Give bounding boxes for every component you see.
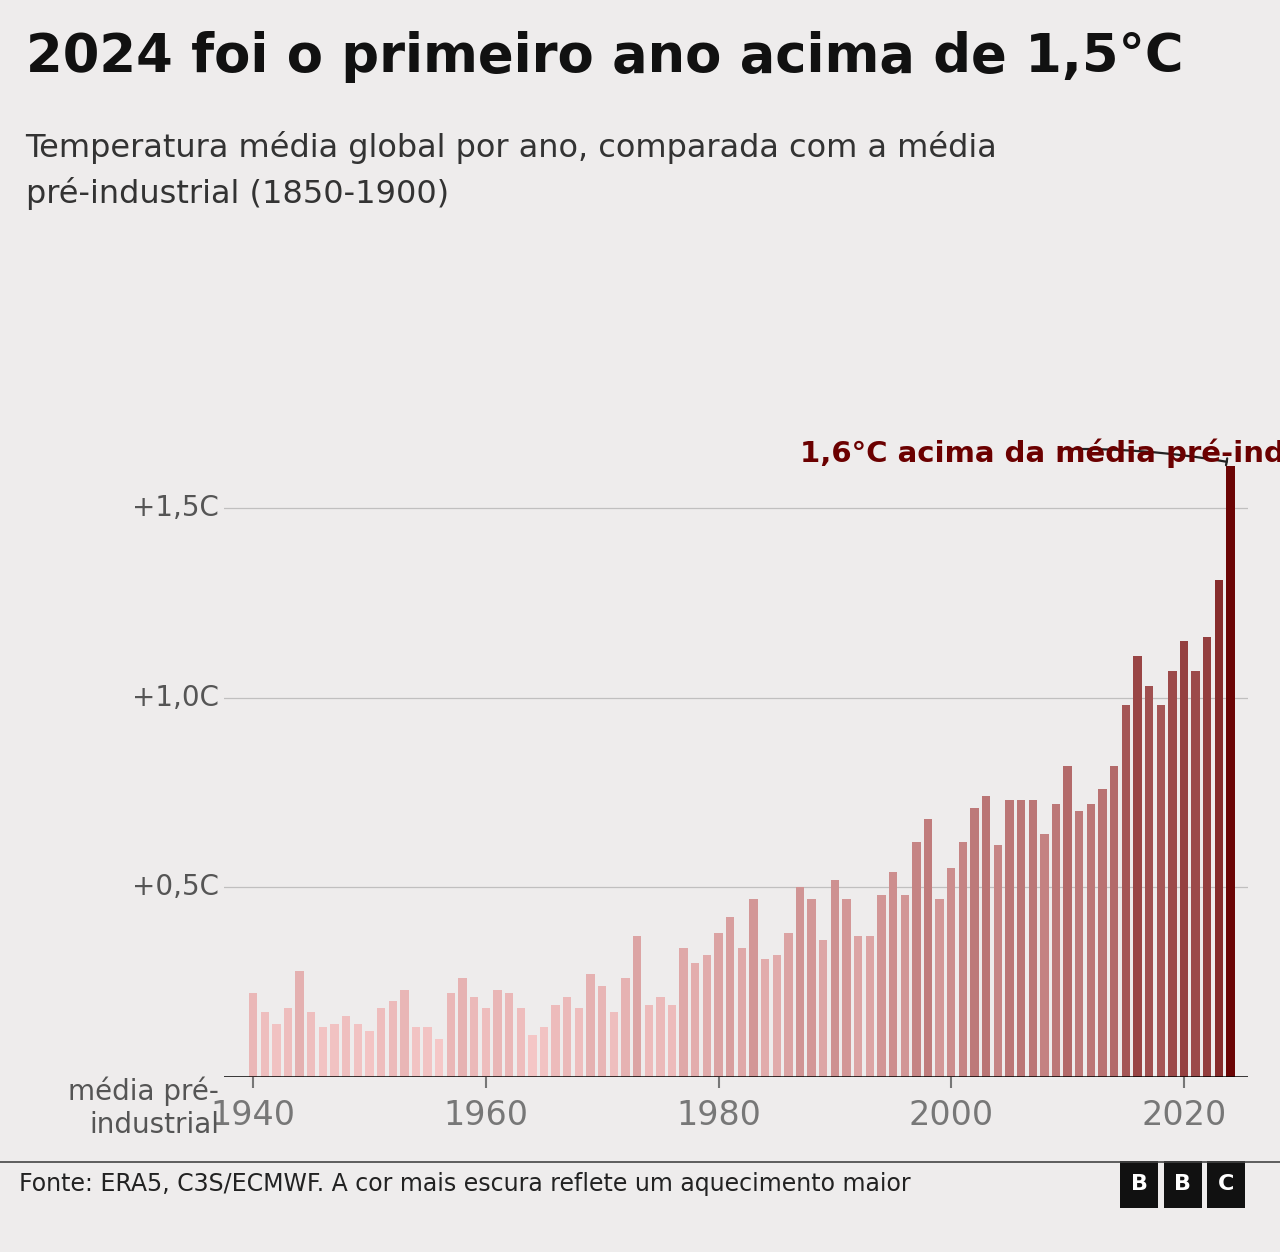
Bar bbox=[1016, 800, 1025, 1077]
Bar bbox=[621, 978, 630, 1077]
Bar bbox=[877, 895, 886, 1077]
Bar bbox=[261, 1013, 269, 1077]
Bar bbox=[913, 841, 920, 1077]
Bar bbox=[796, 888, 804, 1077]
Bar bbox=[726, 918, 735, 1077]
Bar bbox=[1203, 637, 1211, 1077]
Text: 2024 foi o primeiro ano acima de 1,5°C: 2024 foi o primeiro ano acima de 1,5°C bbox=[26, 31, 1183, 84]
Bar bbox=[1005, 800, 1014, 1077]
Bar bbox=[1052, 804, 1060, 1077]
Bar bbox=[586, 974, 595, 1077]
Bar bbox=[342, 1017, 351, 1077]
Bar bbox=[657, 997, 664, 1077]
Bar bbox=[737, 948, 746, 1077]
Bar bbox=[1215, 580, 1224, 1077]
Bar bbox=[284, 1008, 292, 1077]
Bar bbox=[1169, 671, 1176, 1077]
Bar bbox=[936, 899, 943, 1077]
Text: Temperatura média global por ano, comparada com a média
pré-industrial (1850-190: Temperatura média global por ano, compar… bbox=[26, 131, 997, 210]
Bar bbox=[470, 997, 479, 1077]
Bar bbox=[552, 1004, 559, 1077]
Bar bbox=[273, 1024, 280, 1077]
Bar bbox=[424, 1028, 431, 1077]
Bar bbox=[947, 868, 955, 1077]
Bar bbox=[1121, 705, 1130, 1077]
Bar bbox=[609, 1013, 618, 1077]
Bar bbox=[1144, 686, 1153, 1077]
Bar bbox=[668, 1004, 676, 1077]
Text: B: B bbox=[1130, 1174, 1148, 1194]
Text: 1,6°C acima da média pré-industrial: 1,6°C acima da média pré-industrial bbox=[800, 438, 1280, 468]
Bar bbox=[1157, 705, 1165, 1077]
Bar bbox=[1192, 671, 1199, 1077]
Bar bbox=[819, 940, 827, 1077]
Bar bbox=[353, 1024, 362, 1077]
Bar bbox=[365, 1032, 374, 1077]
Bar bbox=[1064, 766, 1071, 1077]
Bar bbox=[773, 955, 781, 1077]
Bar bbox=[1075, 811, 1083, 1077]
Bar bbox=[458, 978, 467, 1077]
Bar bbox=[959, 841, 968, 1077]
Bar bbox=[575, 1008, 584, 1077]
Bar bbox=[598, 985, 607, 1077]
Text: B: B bbox=[1174, 1174, 1192, 1194]
Bar bbox=[517, 1008, 525, 1077]
Bar bbox=[540, 1028, 548, 1077]
Bar bbox=[435, 1039, 443, 1077]
Bar bbox=[1110, 766, 1119, 1077]
Bar bbox=[1133, 656, 1142, 1077]
Bar bbox=[447, 993, 456, 1077]
Bar bbox=[529, 1035, 536, 1077]
Bar bbox=[865, 936, 874, 1077]
Text: média pré-
industrial: média pré- industrial bbox=[68, 1077, 219, 1138]
Bar bbox=[389, 1000, 397, 1077]
Bar bbox=[970, 808, 979, 1077]
Bar bbox=[401, 989, 408, 1077]
Bar bbox=[330, 1024, 339, 1077]
Bar bbox=[760, 959, 769, 1077]
Bar bbox=[504, 993, 513, 1077]
Bar bbox=[680, 948, 687, 1077]
Bar bbox=[1029, 800, 1037, 1077]
Bar bbox=[703, 955, 712, 1077]
Bar bbox=[714, 933, 723, 1077]
Bar bbox=[296, 970, 303, 1077]
Bar bbox=[924, 819, 932, 1077]
Bar bbox=[376, 1008, 385, 1077]
Bar bbox=[493, 989, 502, 1077]
Bar bbox=[888, 871, 897, 1077]
Bar bbox=[691, 963, 699, 1077]
Bar bbox=[1098, 789, 1107, 1077]
Text: C: C bbox=[1219, 1174, 1234, 1194]
Bar bbox=[481, 1008, 490, 1077]
Text: Fonte: ERA5, C3S/ECMWF. A cor mais escura reflete um aquecimento maior: Fonte: ERA5, C3S/ECMWF. A cor mais escur… bbox=[19, 1172, 911, 1197]
Bar bbox=[982, 796, 991, 1077]
Bar bbox=[1180, 641, 1188, 1077]
Bar bbox=[1226, 466, 1235, 1077]
Bar bbox=[645, 1004, 653, 1077]
Bar bbox=[1041, 834, 1048, 1077]
Bar bbox=[749, 899, 758, 1077]
Bar bbox=[632, 936, 641, 1077]
Bar bbox=[854, 936, 863, 1077]
Bar bbox=[248, 993, 257, 1077]
Bar bbox=[808, 899, 815, 1077]
Bar bbox=[563, 997, 571, 1077]
Bar bbox=[785, 933, 792, 1077]
Bar bbox=[842, 899, 851, 1077]
Bar bbox=[831, 880, 840, 1077]
Bar bbox=[319, 1028, 328, 1077]
Bar bbox=[901, 895, 909, 1077]
Bar bbox=[307, 1013, 315, 1077]
Bar bbox=[1087, 804, 1096, 1077]
Bar bbox=[993, 845, 1002, 1077]
Bar bbox=[412, 1028, 420, 1077]
